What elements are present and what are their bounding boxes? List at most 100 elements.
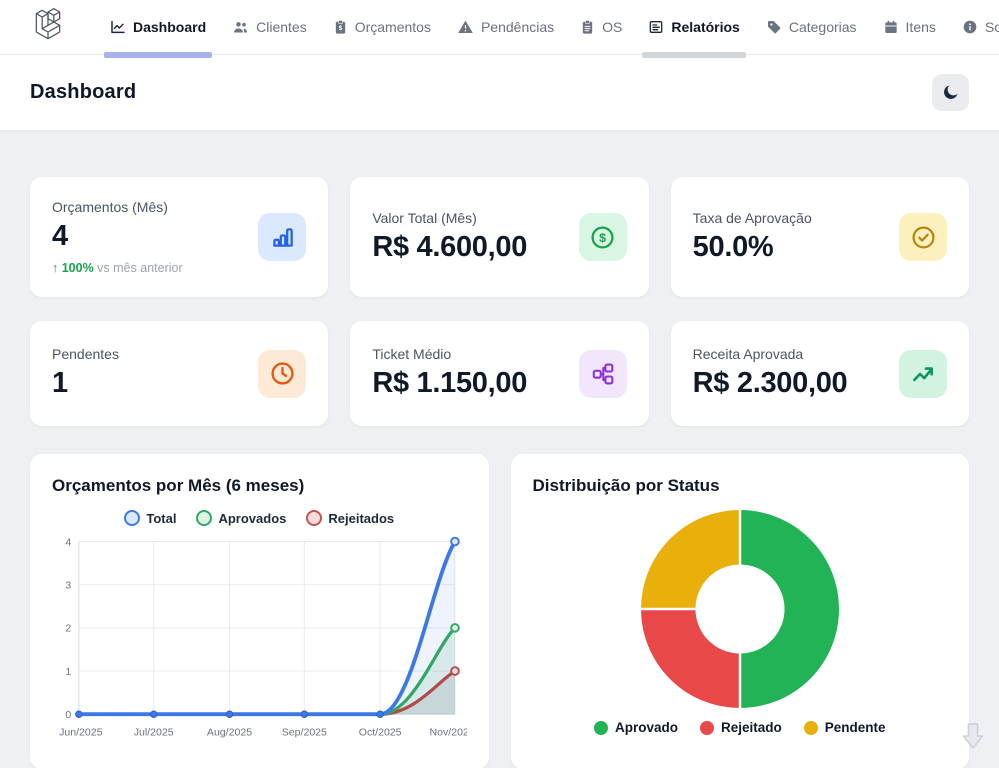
- nav-item-label: Dashboard: [133, 19, 207, 35]
- stat-card-receita-aprovada: Receita Aprovada R$ 2.300,00: [670, 321, 969, 426]
- svg-text:Nov/2025: Nov/2025: [430, 726, 467, 738]
- svg-text:2: 2: [65, 623, 71, 635]
- trend-up-value: ↑ 100%: [52, 260, 94, 275]
- stat-value: R$ 2.300,00: [692, 367, 848, 400]
- nav-item-os[interactable]: OS: [580, 0, 622, 54]
- trend-suffix: vs mês anterior: [93, 260, 183, 275]
- svg-text:$: $: [338, 25, 342, 32]
- nav-item-label: Categorias: [788, 19, 857, 35]
- stat-value: R$ 4.600,00: [372, 230, 528, 263]
- moon-icon: [941, 83, 960, 102]
- donut-chart-card: Distribuição por Status Aprov: [510, 454, 969, 768]
- report-chart-icon: [648, 19, 664, 35]
- bar-chart-icon: [258, 213, 307, 261]
- clock-icon: [258, 349, 307, 398]
- calendar-grid-icon: [883, 19, 899, 35]
- stat-value: 4: [52, 220, 68, 253]
- nav-item-clientes[interactable]: Clientes: [232, 0, 307, 54]
- stats-grid: Orçamentos (Mês) 4 ↑ 100% vs mês anterio…: [30, 177, 969, 426]
- line-chart-title: Orçamentos por Mês (6 meses): [52, 476, 305, 495]
- stat-label: Orçamentos (Mês): [52, 199, 168, 216]
- legend-label: Pendente: [824, 720, 886, 735]
- nav-item-sobre[interactable]: Sobre: [962, 0, 999, 54]
- nav-item-categorias[interactable]: Categorias: [766, 0, 857, 54]
- tag-icon: [766, 19, 782, 35]
- donut-chart-title: Distribuição por Status: [532, 476, 720, 495]
- nav-items: Dashboard Clientes $ Orçamentos Pendênci…: [104, 0, 999, 58]
- svg-text:4: 4: [65, 536, 71, 548]
- stat-card-pendentes: Pendentes 1: [30, 321, 329, 426]
- stat-label: Receita Aprovada: [692, 346, 804, 363]
- stat-value: 1: [52, 367, 68, 400]
- legend-item-total[interactable]: Total: [124, 510, 176, 526]
- nav-item-pendencias[interactable]: Pendências: [457, 0, 554, 54]
- stat-trend: ↑ 100% vs mês anterior: [52, 261, 183, 275]
- legend-label: Rejeitados: [328, 510, 395, 526]
- legend-swatch: [593, 720, 608, 735]
- chart-line-icon: [110, 19, 126, 35]
- nav-item-label: OS: [602, 19, 623, 35]
- page-title: Dashboard: [30, 81, 137, 103]
- legend-swatch: [699, 720, 714, 735]
- nav-item-label: Orçamentos: [354, 19, 431, 35]
- stat-value: R$ 1.150,00: [372, 367, 528, 400]
- page-header: Dashboard: [0, 55, 999, 131]
- users-icon: [232, 19, 249, 35]
- svg-text:0: 0: [65, 709, 71, 721]
- stat-label: Ticket Médio: [372, 346, 452, 363]
- nav-item-label: Sobre: [984, 19, 999, 35]
- svg-text:Sep/2025: Sep/2025: [282, 726, 327, 738]
- charts-grid: Orçamentos por Mês (6 meses) Total Aprov…: [30, 454, 969, 768]
- stat-label: Valor Total (Mês): [372, 209, 477, 226]
- legend-item-aprovados[interactable]: Aprovados: [196, 510, 286, 526]
- stat-card-taxa-aprovacao: Taxa de Aprovação 50.0%: [670, 177, 969, 297]
- line-chart-legend: Total Aprovados Rejeitados: [52, 510, 467, 526]
- legend-swatch: [306, 510, 323, 526]
- stat-label: Taxa de Aprovação: [692, 209, 812, 226]
- clipboard-dollar-icon: $: [333, 19, 348, 35]
- stat-card-orcamentos-mes: Orçamentos (Mês) 4 ↑ 100% vs mês anterio…: [30, 177, 329, 297]
- legend-item-aprovado[interactable]: Aprovado: [593, 720, 678, 735]
- svg-text:Aug/2025: Aug/2025: [207, 726, 252, 738]
- info-circle-icon: [962, 19, 978, 35]
- svg-text:Jun/2025: Jun/2025: [59, 726, 103, 738]
- schema-icon: [578, 349, 627, 398]
- clipboard-list-icon: [580, 19, 595, 35]
- stat-card-valor-total: Valor Total (Mês) R$ 4.600,00 $: [350, 177, 649, 297]
- line-chart: 4 3 2 1 0 Jun/2025 Jul/2025 Aug/2025 Sep…: [59, 536, 467, 738]
- stat-value: 50.0%: [692, 230, 774, 263]
- nav-item-relatorios[interactable]: Relatórios: [642, 0, 746, 58]
- legend-label: Aprovado: [614, 720, 678, 735]
- check-circle-icon: [899, 213, 947, 261]
- nav-item-itens[interactable]: Itens: [883, 0, 936, 54]
- theme-toggle-button[interactable]: [932, 74, 969, 111]
- active-indicator: [104, 52, 213, 58]
- legend-swatch: [196, 510, 213, 526]
- legend-label: Rejeitado: [720, 720, 782, 735]
- svg-text:3: 3: [65, 580, 71, 592]
- nav-item-dashboard[interactable]: Dashboard: [104, 0, 213, 58]
- laravel-logo[interactable]: [28, 6, 68, 48]
- nav-item-orcamentos[interactable]: $ Orçamentos: [333, 0, 431, 54]
- nav-item-label: Itens: [905, 19, 936, 35]
- legend-swatch: [803, 720, 818, 735]
- top-navigation: Dashboard Clientes $ Orçamentos Pendênci…: [0, 0, 999, 58]
- legend-swatch: [124, 510, 141, 526]
- svg-text:1: 1: [65, 666, 71, 678]
- warning-triangle-icon: [457, 19, 474, 35]
- dashboard-content: Orçamentos (Mês) 4 ↑ 100% vs mês anterio…: [0, 131, 999, 768]
- svg-text:Jul/2025: Jul/2025: [134, 726, 174, 738]
- stat-card-ticket-medio: Ticket Médio R$ 1.150,00: [350, 321, 649, 426]
- legend-item-rejeitado[interactable]: Rejeitado: [699, 720, 782, 735]
- dollar-circle-icon: $: [578, 213, 627, 261]
- donut-chart-legend: Aprovado Rejeitado Pendente: [533, 720, 948, 735]
- legend-item-rejeitados[interactable]: Rejeitados: [306, 510, 394, 526]
- donut-chart: [640, 510, 839, 708]
- trending-up-icon: [899, 349, 947, 398]
- legend-label: Total: [146, 510, 177, 526]
- legend-label: Aprovados: [218, 510, 287, 526]
- stat-label: Pendentes: [52, 346, 119, 363]
- svg-text:$: $: [599, 231, 606, 245]
- legend-item-pendente[interactable]: Pendente: [803, 720, 886, 735]
- nav-item-label: Clientes: [256, 19, 307, 35]
